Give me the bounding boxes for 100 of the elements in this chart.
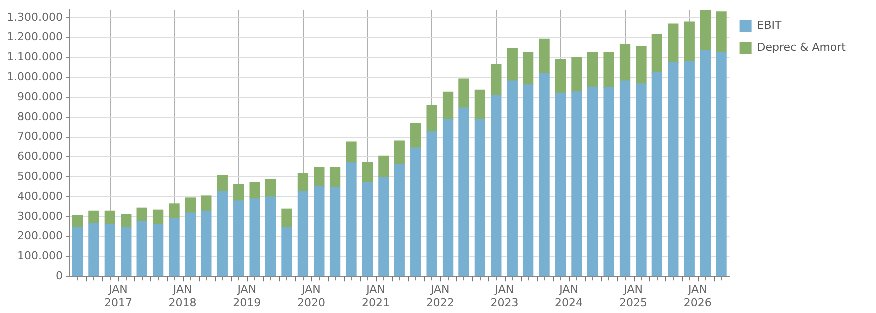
y-tick-label: 900.000 xyxy=(17,90,63,104)
bar xyxy=(250,182,260,200)
bar xyxy=(491,64,502,96)
bar xyxy=(217,191,228,276)
bar xyxy=(234,184,244,202)
x-tick-label: JAN 2020 xyxy=(297,283,326,310)
y-tick-label: 1.200.000 xyxy=(7,30,63,44)
bar xyxy=(442,92,454,120)
bar xyxy=(72,227,84,276)
bar xyxy=(539,74,550,276)
bar xyxy=(474,90,486,120)
bar xyxy=(394,164,405,276)
legend-label: EBIT xyxy=(757,18,782,32)
y-tick-label: 600.000 xyxy=(17,150,63,164)
bar xyxy=(636,46,647,84)
bar xyxy=(684,61,695,276)
bar xyxy=(72,214,84,228)
bar xyxy=(88,223,100,276)
bar xyxy=(378,176,390,276)
x-tick-label: JAN 2026 xyxy=(684,283,712,310)
y-tick-label: 800.000 xyxy=(17,110,63,124)
bar xyxy=(426,132,438,276)
bar xyxy=(604,52,614,88)
bar xyxy=(282,227,292,276)
bar xyxy=(620,80,631,276)
x-tick-label: JAN 2017 xyxy=(104,283,132,310)
bar xyxy=(458,78,470,108)
x-tick-label: JAN 2018 xyxy=(168,283,197,310)
x-tick-label: JAN 2023 xyxy=(490,283,519,310)
bar xyxy=(104,224,116,276)
x-tick-label: JAN 2022 xyxy=(426,283,454,310)
bar xyxy=(201,196,212,212)
bar xyxy=(250,198,260,276)
y-tick-label: 0 xyxy=(56,269,63,282)
bar xyxy=(169,204,180,219)
bar xyxy=(442,119,454,276)
bar xyxy=(572,57,582,92)
bar xyxy=(362,162,374,184)
bar xyxy=(152,210,164,225)
bar xyxy=(652,34,663,74)
bar xyxy=(668,24,679,64)
y-tick-label: 400.000 xyxy=(17,190,63,203)
y-tick-label: 1.100.000 xyxy=(7,50,63,64)
bar xyxy=(185,212,196,276)
bar xyxy=(282,208,292,228)
bar xyxy=(522,84,534,276)
bar xyxy=(298,173,309,192)
bar xyxy=(410,123,422,148)
bar xyxy=(652,72,663,276)
y-tick-label: 1.000.000 xyxy=(7,70,63,84)
y-tick-label: 500.000 xyxy=(17,170,63,183)
x-tick-label: JAN 2024 xyxy=(555,283,584,310)
bar xyxy=(522,52,534,86)
bar xyxy=(104,210,116,225)
bar xyxy=(588,86,598,276)
bar xyxy=(700,10,712,51)
bar xyxy=(314,186,325,276)
x-tick-label: JAN 2019 xyxy=(233,283,262,310)
bar xyxy=(152,224,164,276)
bar xyxy=(185,198,196,214)
bar xyxy=(88,210,100,224)
bar xyxy=(298,191,309,276)
bar xyxy=(620,44,631,82)
y-tick-label: 300.000 xyxy=(17,210,63,223)
bar xyxy=(684,22,695,62)
bar xyxy=(588,52,598,88)
x-tick-label: JAN 2021 xyxy=(362,283,390,310)
bar xyxy=(265,196,276,276)
bar xyxy=(346,142,357,164)
bar xyxy=(265,178,276,198)
bar xyxy=(217,175,228,192)
bar xyxy=(330,167,341,188)
bar xyxy=(507,80,518,276)
bar xyxy=(169,218,180,276)
bar xyxy=(458,108,470,276)
x-tick-label: JAN 2025 xyxy=(620,283,648,310)
y-tick-label: 100.000 xyxy=(17,250,63,263)
bar xyxy=(700,50,712,276)
bar xyxy=(474,119,486,276)
bar xyxy=(234,200,244,276)
bar xyxy=(572,92,582,276)
bar xyxy=(121,227,132,276)
bar xyxy=(136,208,148,222)
bar xyxy=(410,148,422,276)
bar xyxy=(555,59,566,94)
y-tick-label: 700.000 xyxy=(17,130,63,144)
bar xyxy=(716,52,727,276)
bar xyxy=(201,210,212,276)
bar xyxy=(604,87,614,276)
legend-label: Deprec & Amort xyxy=(757,40,847,54)
bar xyxy=(362,182,374,276)
bar xyxy=(394,140,405,165)
bar xyxy=(491,95,502,276)
bar xyxy=(330,187,341,276)
bar xyxy=(426,105,438,132)
bar xyxy=(136,220,148,276)
bar xyxy=(507,48,518,82)
bar xyxy=(636,84,647,276)
bar xyxy=(716,12,727,53)
bar xyxy=(314,167,325,188)
